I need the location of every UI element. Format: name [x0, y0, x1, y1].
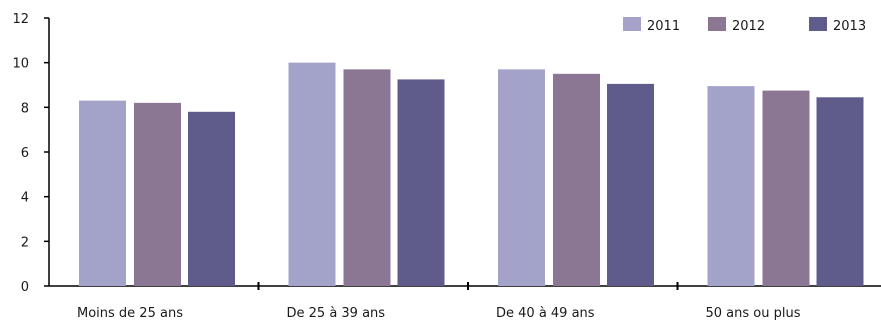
bar-2012-0 [134, 102, 181, 286]
bar-2011-3 [707, 86, 755, 286]
y-tick-label: 8 [21, 101, 29, 116]
bar-2011-1 [288, 62, 336, 286]
chart-legend: 2011 2012 2013 [623, 17, 866, 34]
bar-2012-2 [553, 73, 600, 286]
legend-swatch-2012 [708, 17, 726, 31]
bar-2013-3 [816, 97, 864, 287]
legend-label-2011: 2011 [647, 19, 680, 34]
y-tick-label: 12 [12, 12, 29, 27]
x-category-label: De 25 à 39 ans [287, 306, 386, 321]
bar-2013-0 [188, 111, 235, 286]
y-tick-label: 4 [21, 191, 29, 206]
legend-label-2012: 2012 [732, 19, 765, 34]
x-category-label: Moins de 25 ans [77, 306, 183, 321]
y-tick-label: 2 [21, 235, 29, 250]
x-category-label: De 40 à 49 ans [496, 306, 595, 321]
y-tick-label: 0 [21, 280, 29, 295]
legend-swatch-2011 [623, 17, 641, 31]
bar-2011-0 [79, 100, 126, 286]
y-tick-label: 6 [21, 146, 29, 161]
chart-labels: 0 2 4 6 8 10 12 Moins de 25 ans De 25 à 39 ans De… [12, 12, 800, 321]
bar-2012-3 [762, 90, 810, 286]
x-category-label: 50 ans ou plus [706, 306, 801, 321]
bar-2013-2 [607, 83, 654, 286]
bar-2013-1 [397, 79, 445, 287]
legend-swatch-2013 [809, 17, 827, 31]
y-tick-label: 10 [12, 57, 29, 72]
legend-label-2013: 2013 [833, 19, 866, 34]
bar-2011-2 [498, 69, 545, 286]
chart-bars [79, 62, 864, 287]
bar-2012-1 [343, 69, 391, 286]
